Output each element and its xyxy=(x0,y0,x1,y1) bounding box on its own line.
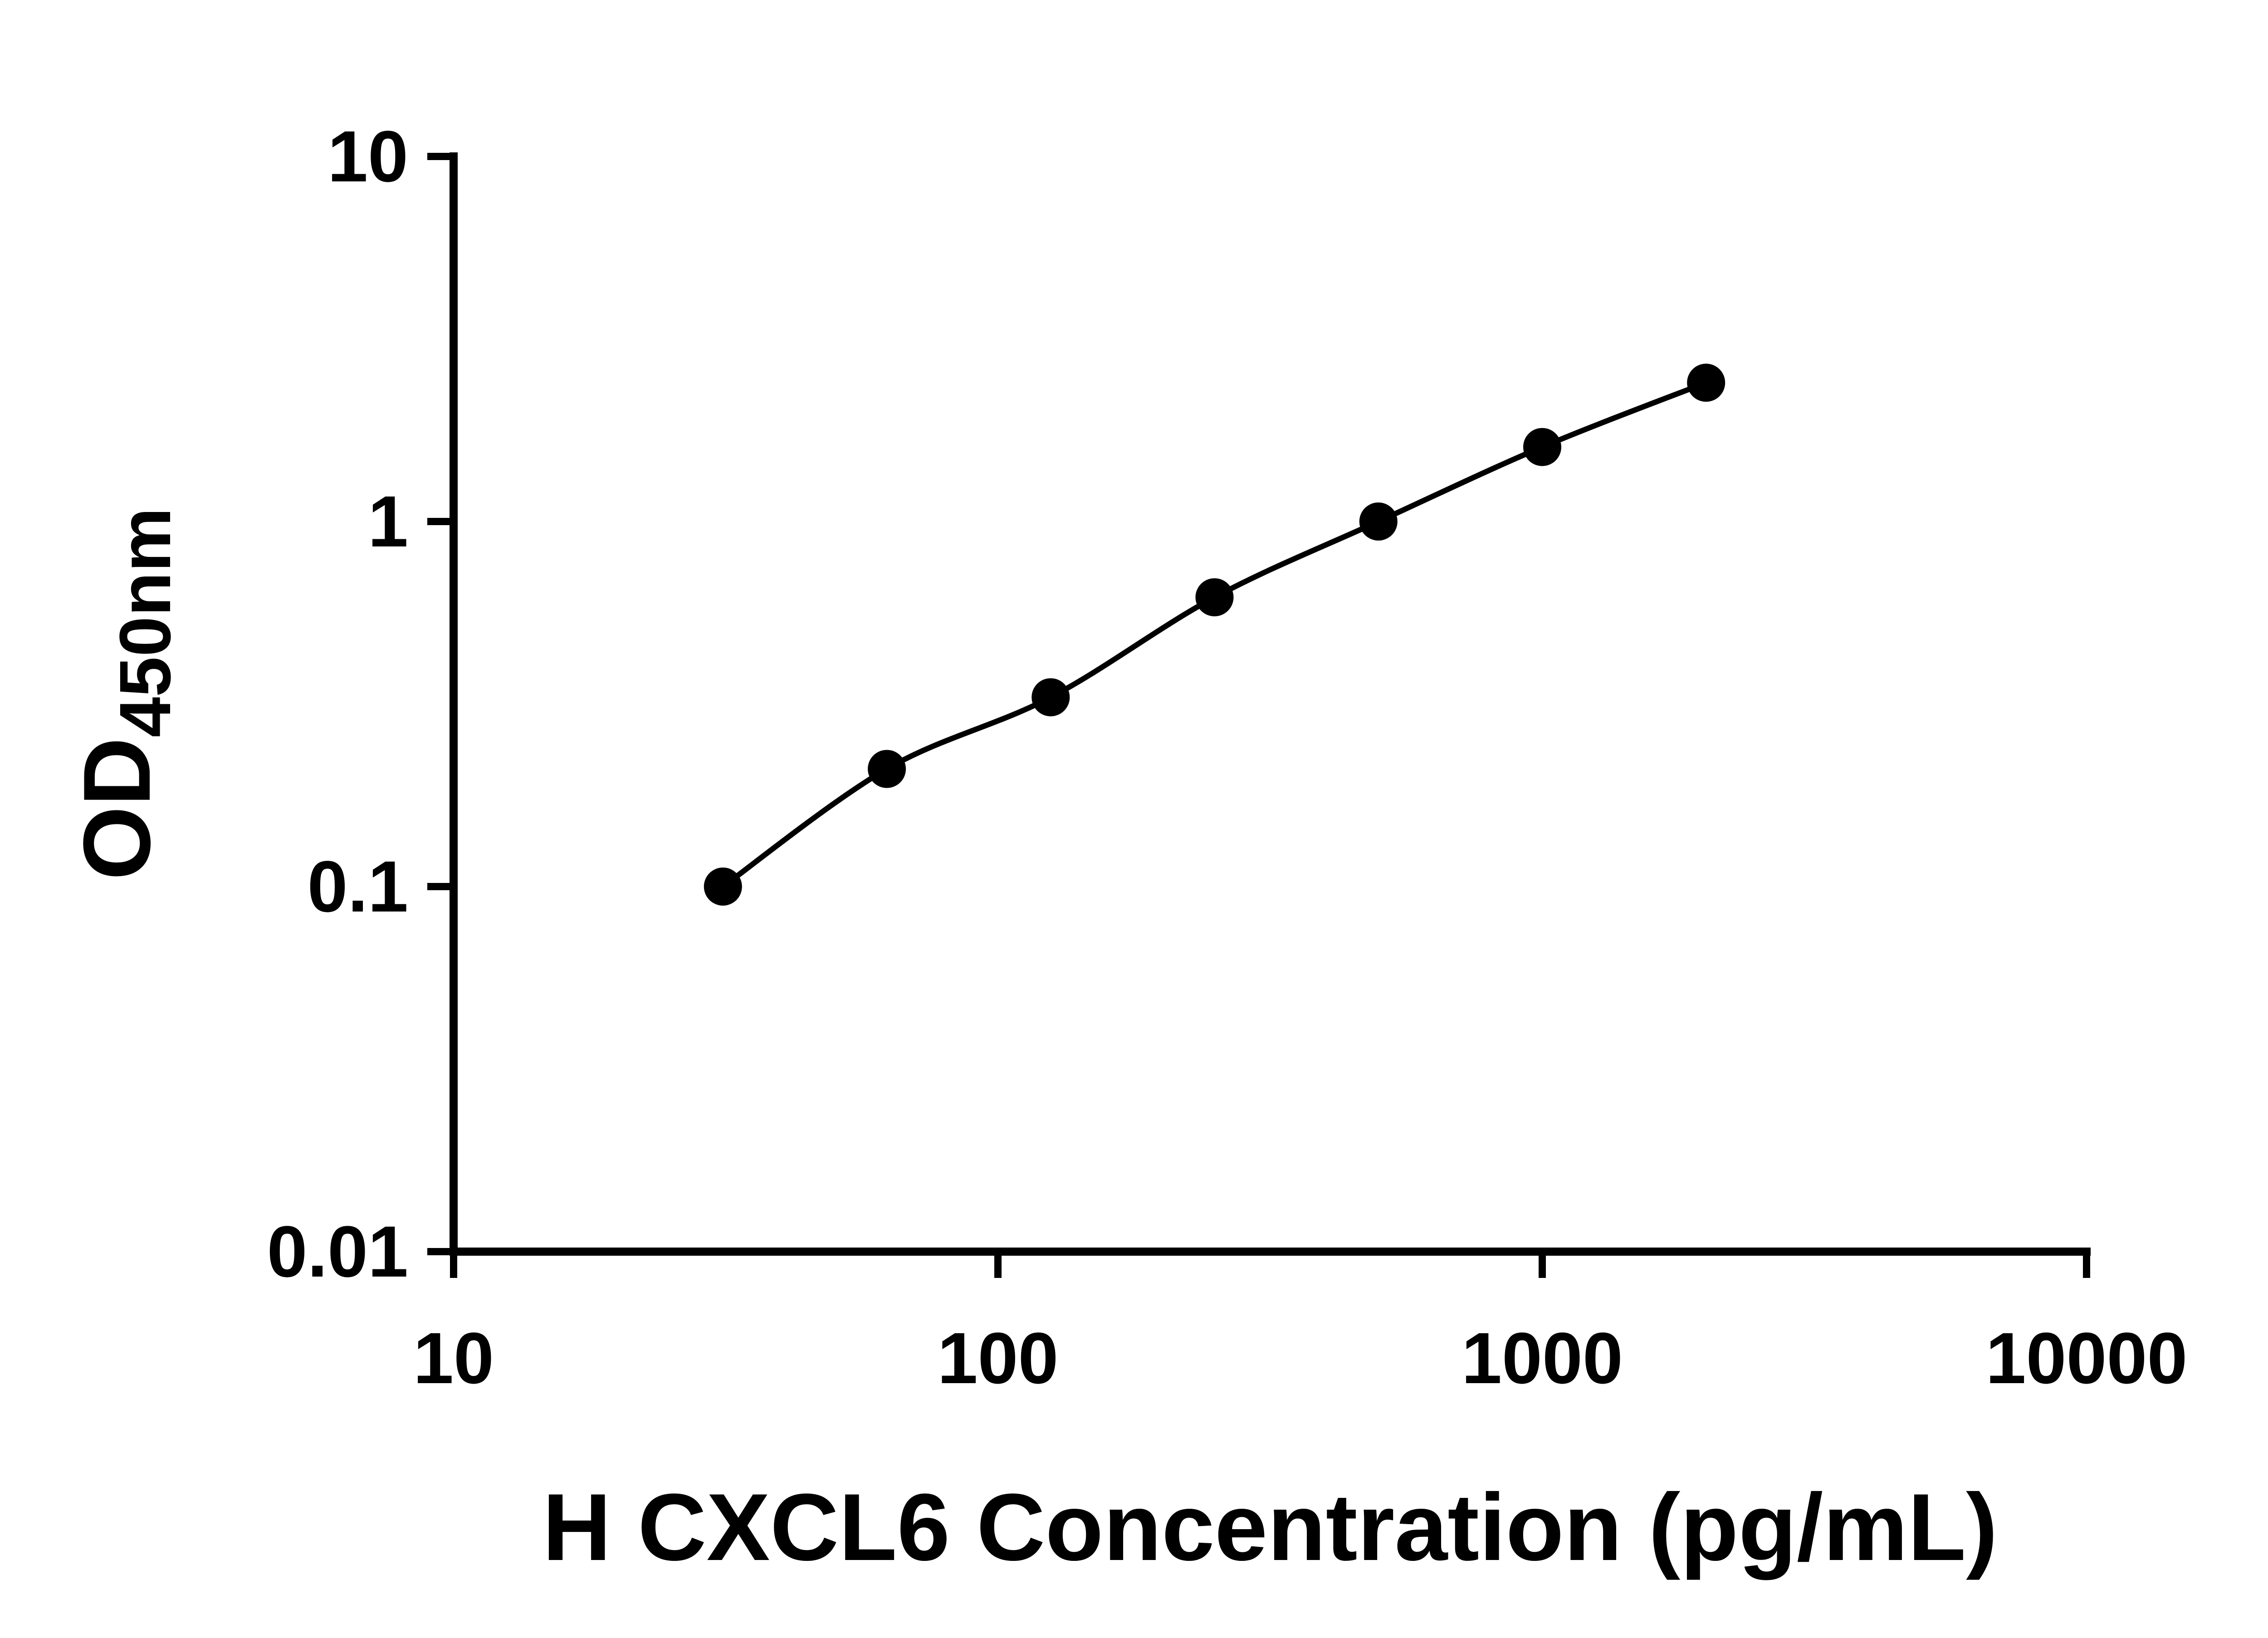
data-point-marker xyxy=(1523,428,1561,466)
y-tick-label: 10 xyxy=(327,116,408,197)
data-point-marker xyxy=(868,750,906,788)
x-tick-label: 10000 xyxy=(1986,1317,2188,1399)
y-tick-label: 0.01 xyxy=(267,1211,408,1292)
data-point-marker xyxy=(704,868,742,906)
x-tick-label: 100 xyxy=(938,1317,1059,1399)
standard-curve-line xyxy=(721,380,1707,889)
y-axis-title: OD450nm xyxy=(64,507,186,880)
data-point-marker xyxy=(1359,502,1398,541)
y-axis-title-main: OD xyxy=(64,737,170,880)
data-point-marker xyxy=(1195,578,1234,617)
y-axis-title-subscript: 450nm xyxy=(104,507,186,737)
x-tick-label: 10 xyxy=(413,1317,494,1399)
data-point-marker xyxy=(1687,363,1725,402)
x-axis-title: H CXCL6 Concentration (pg/mL) xyxy=(543,1474,1998,1580)
y-tick-label: 0.1 xyxy=(308,846,408,927)
x-tick-label: 1000 xyxy=(1461,1317,1623,1399)
data-point-marker xyxy=(1031,678,1070,717)
y-tick-label: 1 xyxy=(368,481,408,562)
